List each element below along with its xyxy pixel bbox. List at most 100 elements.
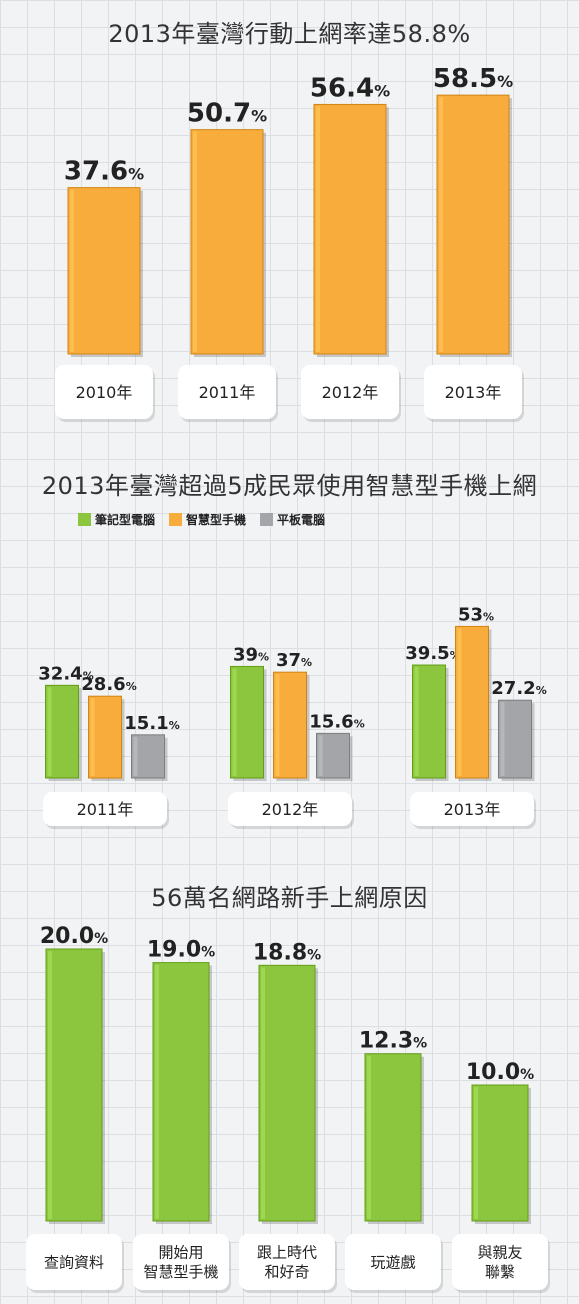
bar-0-body [67, 187, 141, 355]
category-label-1-text: 2011年 [199, 383, 256, 402]
category-label-2-box [410, 792, 534, 826]
bar-2-body [313, 103, 387, 355]
bar-4-body [471, 1084, 529, 1222]
legend-swatch-tablet [260, 513, 274, 526]
bar-0-highlight [70, 189, 74, 352]
category-label-0-text: 2011年 [77, 800, 134, 819]
value-label-3-unit: % [413, 1036, 427, 1052]
chart2-title: 2013年臺灣超過5成民眾使用智慧型手機上網 [41, 472, 538, 500]
chart1-title: 2013年臺灣行動上網率達58.8% [108, 20, 471, 48]
value-label-0-2: 15.1% [124, 713, 179, 734]
bar-0-highlight [48, 951, 52, 1219]
bar-0-0 [45, 684, 82, 781]
bar-2-0 [412, 664, 449, 781]
category-label-1-box [178, 365, 276, 419]
bar-1-0-highlight [232, 668, 237, 776]
category-label-3-box [345, 1234, 441, 1290]
category-label-3: 2013年 [424, 365, 524, 422]
category-label-1-text: 2012年 [262, 800, 319, 819]
value-label-1-2: 15.6% [309, 711, 364, 732]
bar-3-highlight [367, 1055, 371, 1219]
value-label-0-unit: % [94, 931, 108, 947]
bar-2-highlight [261, 967, 265, 1219]
value-label-3: 12.3% [359, 1029, 427, 1054]
value-label-1-1: 37% [276, 650, 312, 671]
bar-4-highlight [474, 1087, 478, 1219]
value-label-4-unit: % [520, 1067, 534, 1083]
bar-2-2 [498, 699, 535, 781]
category-label-2: 2013年 [410, 792, 536, 829]
legend-item-smartphone: 智慧型手機 [169, 511, 246, 528]
category-label-1-box [228, 792, 352, 826]
value-label-3: 58.5% [433, 64, 513, 94]
value-label-1-0: 39% [233, 644, 269, 665]
category-label-2-text: 跟上時代 [257, 1244, 317, 1262]
category-label-1-text: 智慧型手機 [143, 1263, 218, 1281]
legend-swatch-laptop [78, 513, 91, 526]
value-label-1: 19.0% [147, 938, 215, 963]
chart2: 32.4%28.6% 15.1% 2011年 39% 37% 15.6% 2012年 39.5… [38, 604, 547, 829]
category-label-0-box [26, 1234, 122, 1290]
bar-1 [152, 962, 212, 1224]
value-label-1-unit: % [251, 107, 267, 126]
bar-2-2-highlight [500, 702, 505, 776]
value-label-2-1-unit: % [483, 610, 494, 623]
bar-0-2-highlight [133, 736, 138, 776]
bar-1-2-highlight [318, 735, 323, 776]
value-label-1-0-unit: % [258, 650, 269, 663]
bar-2 [258, 964, 318, 1224]
bar-0-0-highlight [47, 687, 52, 776]
bar-1-0 [230, 665, 267, 781]
value-label-0-unit: % [128, 165, 144, 184]
bar-2-highlight [316, 106, 320, 353]
value-label-2-1: 53% [458, 604, 494, 625]
value-label-0: 20.0% [40, 924, 108, 949]
bar-0-1 [88, 695, 125, 781]
bar-0 [45, 948, 105, 1224]
value-label-1-2-unit: % [354, 717, 365, 730]
category-label-0-box [55, 365, 153, 419]
category-label-0-box [43, 792, 167, 826]
bar-3-body [364, 1053, 422, 1222]
category-label-2: 2012年 [301, 365, 401, 422]
value-label-4: 10.0% [466, 1060, 534, 1085]
value-label-3-unit: % [497, 72, 513, 91]
value-label-1-1-unit: % [301, 656, 312, 669]
bar-1-highlight [155, 964, 159, 1219]
bar-2-body [258, 964, 316, 1222]
bar-0 [67, 187, 143, 357]
bar-1-body [152, 962, 210, 1222]
legend-label-laptop: 筆記型電腦 [95, 513, 156, 527]
bar-2-0-highlight [414, 667, 419, 776]
category-label-3-text: 2013年 [445, 383, 502, 402]
category-label-2-box [301, 365, 399, 419]
legend-label-smartphone: 智慧型手機 [186, 513, 247, 527]
value-label-2-unit: % [307, 947, 321, 963]
bar-1-highlight [193, 131, 197, 352]
legend-label-tablet: 平板電腦 [277, 513, 326, 527]
category-label-3: 玩遊戲 [345, 1234, 443, 1293]
category-label-1-text: 開始用 [158, 1244, 203, 1262]
category-label-1: 2011年 [178, 365, 278, 422]
value-label-0-0: 32.4% [38, 663, 93, 684]
bar-2-1-highlight [457, 628, 462, 776]
chart1: 37.6% 2010年 50.7% 2011年 56.4% 2012年 58.5% 2013年 [55, 64, 524, 422]
legend-item-tablet: 平板電腦 [260, 511, 325, 528]
value-label-0-1-unit: % [126, 680, 137, 693]
category-label-2-text: 2013年 [444, 800, 501, 819]
bar-3-body [436, 94, 510, 355]
category-label-0-text: 查詢資料 [44, 1253, 104, 1271]
category-label-0-text: 2010年 [76, 383, 133, 402]
value-label-2-2: 27.2% [491, 678, 546, 699]
category-label-4-text: 與親友 [477, 1244, 522, 1262]
value-label-2-unit: % [374, 81, 390, 100]
value-label-2: 56.4% [310, 73, 390, 103]
bar-2 [313, 103, 389, 358]
category-label-3-text: 玩遊戲 [370, 1253, 415, 1271]
category-label-4-text: 聯繫 [485, 1263, 515, 1281]
chart3-title: 56萬名網路新手上網原因 [151, 884, 428, 912]
value-label-1-unit: % [201, 945, 215, 961]
